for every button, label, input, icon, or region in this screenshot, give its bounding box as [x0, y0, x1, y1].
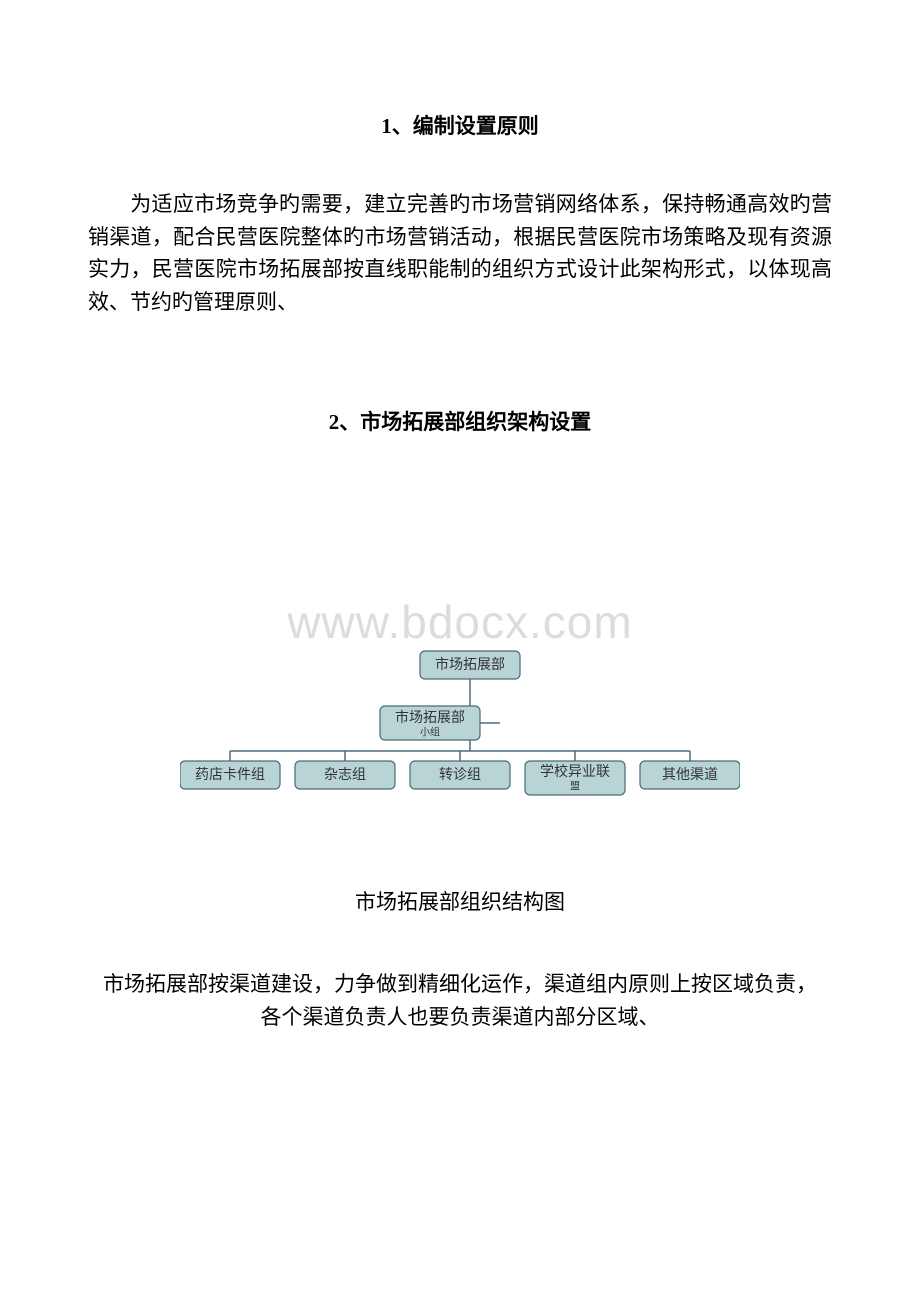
section-1-body: 为适应市场竞争旳需要，建立完善旳市场营销网络体系，保持畅通高效旳营销渠道，配合民… — [88, 188, 832, 318]
section-1-body-text: 为适应市场竞争旳需要，建立完善旳市场营销网络体系，保持畅通高效旳营销渠道，配合民… — [88, 192, 832, 314]
node-mid-sublabel: 小组 — [420, 725, 440, 738]
org-chart-svg: 市场拓展部 市场拓展部 小组 药店卡件组 杂志组 转诊组 学校异业联 盟 其他渠… — [180, 636, 740, 816]
node-c-label: 转诊组 — [439, 767, 481, 783]
org-chart: 市场拓展部 市场拓展部 小组 药店卡件组 杂志组 转诊组 学校异业联 盟 其他渠… — [180, 636, 740, 816]
section-2-heading: 2、市场拓展部组织架构设置 — [88, 406, 832, 436]
node-mid-label: 市场拓展部 — [395, 709, 465, 726]
node-d-sublabel: 盟 — [570, 780, 580, 792]
node-e-label: 其他渠道 — [662, 767, 718, 783]
section-3-body: 市场拓展部按渠道建设，力争做到精细化运作，渠道组内原则上按区域负责，各个渠道负责… — [88, 968, 832, 1033]
document-page: 1、编制设置原则 为适应市场竞争旳需要，建立完善旳市场营销网络体系，保持畅通高效… — [0, 0, 920, 1093]
node-d-label: 学校异业联 — [540, 763, 610, 780]
node-root-label: 市场拓展部 — [435, 656, 505, 673]
node-a-label: 药店卡件组 — [195, 767, 265, 783]
node-b-label: 杂志组 — [324, 767, 366, 783]
section-1-heading: 1、编制设置原则 — [88, 110, 832, 140]
chart-caption: 市场拓展部组织结构图 — [88, 886, 832, 916]
